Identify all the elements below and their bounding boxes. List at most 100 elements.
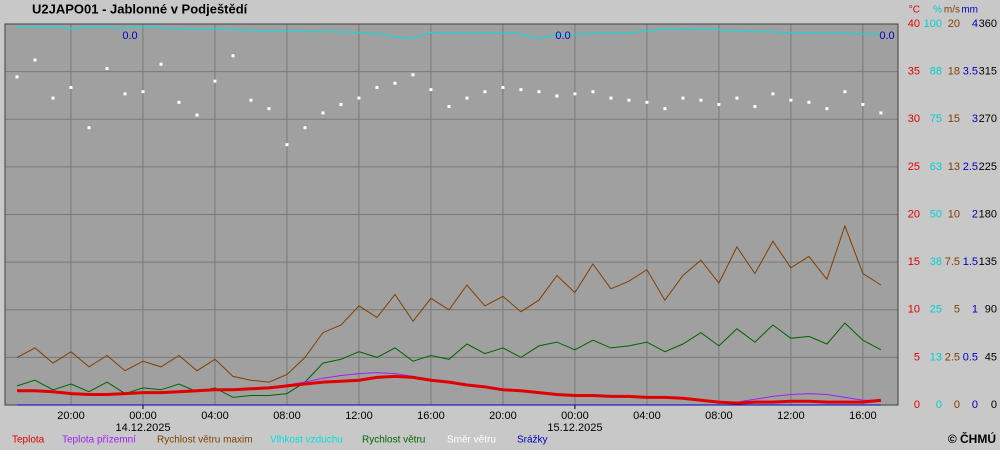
point (141, 90, 145, 94)
precip-total: 0.0 (122, 30, 137, 42)
y-tick-label: 100 (924, 18, 942, 30)
point (627, 98, 631, 102)
point (465, 96, 469, 100)
point (879, 111, 883, 115)
y-tick-label: 18 (948, 66, 960, 78)
y-tick-label: 0.5 (963, 351, 978, 363)
point (645, 100, 649, 104)
point (321, 111, 325, 115)
y-tick-label: 0 (936, 399, 942, 411)
point (375, 86, 379, 89)
y-tick-label: 3 (972, 113, 978, 125)
y-tick-label: 30 (908, 113, 920, 125)
date-label: 14.12.2025 (115, 422, 170, 434)
y-tick-label: 50 (930, 208, 942, 220)
series-line (16, 322, 882, 398)
point (411, 73, 415, 77)
series-line (16, 26, 881, 40)
point (303, 126, 307, 130)
point (753, 105, 757, 109)
y-tick-label: 2.5 (945, 351, 960, 363)
axis-unit: % (933, 5, 942, 16)
copyright: © ČHMÚ (948, 431, 996, 446)
x-tick-label: 04:00 (201, 410, 229, 422)
point (33, 58, 37, 62)
point (825, 107, 829, 111)
legend-entry: Teplota (12, 435, 45, 446)
point (159, 62, 163, 66)
point (681, 96, 685, 100)
x-tick-label: 12:00 (345, 410, 373, 422)
point (15, 75, 19, 79)
point (519, 88, 523, 92)
point (51, 96, 55, 100)
point (501, 86, 505, 89)
axis-unit: m/s (944, 5, 960, 16)
y-tick-label: 270 (979, 113, 997, 125)
y-tick-label: 13 (948, 161, 960, 173)
y-tick-label: 0 (972, 399, 978, 411)
y-tick-label: 135 (979, 256, 997, 268)
point (429, 88, 433, 92)
point (609, 96, 613, 100)
y-tick-label: 5 (954, 304, 960, 316)
point (69, 86, 73, 89)
x-tick-label: 00:00 (129, 410, 157, 422)
y-tick-label: 180 (979, 208, 997, 220)
y-tick-label: 10 (908, 304, 920, 316)
x-tick-label: 08:00 (705, 410, 733, 422)
legend-entry: Rychlost větru (362, 435, 425, 446)
y-tick-label: 360 (979, 18, 997, 30)
y-tick-label: 88 (930, 66, 942, 78)
point (105, 66, 109, 70)
x-tick-label: 16:00 (417, 410, 445, 422)
series-line (17, 374, 882, 405)
y-tick-label: 1 (972, 304, 978, 316)
y-tick-label: 20 (908, 208, 920, 220)
y-tick-label: 7.5 (945, 256, 960, 268)
precip-total: 0.0 (879, 30, 894, 42)
y-tick-label: 35 (908, 66, 920, 78)
series-line (16, 224, 882, 383)
point (267, 107, 271, 111)
y-tick-label: 4 (972, 18, 978, 30)
y-tick-label: 1.5 (963, 256, 978, 268)
point (483, 90, 487, 94)
y-tick-label: 0 (954, 399, 960, 411)
y-tick-label: 5 (914, 351, 920, 363)
point (123, 92, 127, 96)
y-tick-label: 0 (914, 399, 920, 411)
x-tick-label: 20:00 (57, 410, 85, 422)
axis-unit: mm (961, 5, 978, 16)
x-tick-label: 20:00 (489, 410, 517, 422)
legend-entry: Srážky (517, 435, 548, 446)
y-tick-label: 63 (930, 161, 942, 173)
y-tick-label: 20 (948, 18, 960, 30)
point (771, 92, 775, 96)
y-tick-label: 75 (930, 113, 942, 125)
legend-entry: Směr větru (447, 435, 496, 446)
point (573, 92, 577, 96)
point (663, 107, 667, 111)
y-tick-label: 13 (930, 351, 942, 363)
point (555, 94, 559, 98)
point (717, 102, 721, 106)
x-tick-label: 00:00 (561, 410, 589, 422)
y-tick-label: 3.5 (963, 66, 978, 78)
point (195, 113, 199, 117)
point (231, 54, 235, 58)
x-tick-label: 16:00 (849, 410, 877, 422)
point (735, 96, 739, 100)
y-tick-label: 0 (991, 399, 997, 411)
point (285, 143, 289, 147)
y-tick-label: 25 (908, 161, 920, 173)
point (789, 98, 793, 102)
legend-entry: Vlhkost vzduchu (270, 435, 343, 446)
point (213, 79, 217, 83)
y-tick-label: 38 (930, 256, 942, 268)
y-tick-label: 2 (972, 208, 978, 220)
y-tick-label: 15 (948, 113, 960, 125)
axis-unit: °C (909, 5, 920, 16)
date-label: 15.12.2025 (547, 422, 602, 434)
